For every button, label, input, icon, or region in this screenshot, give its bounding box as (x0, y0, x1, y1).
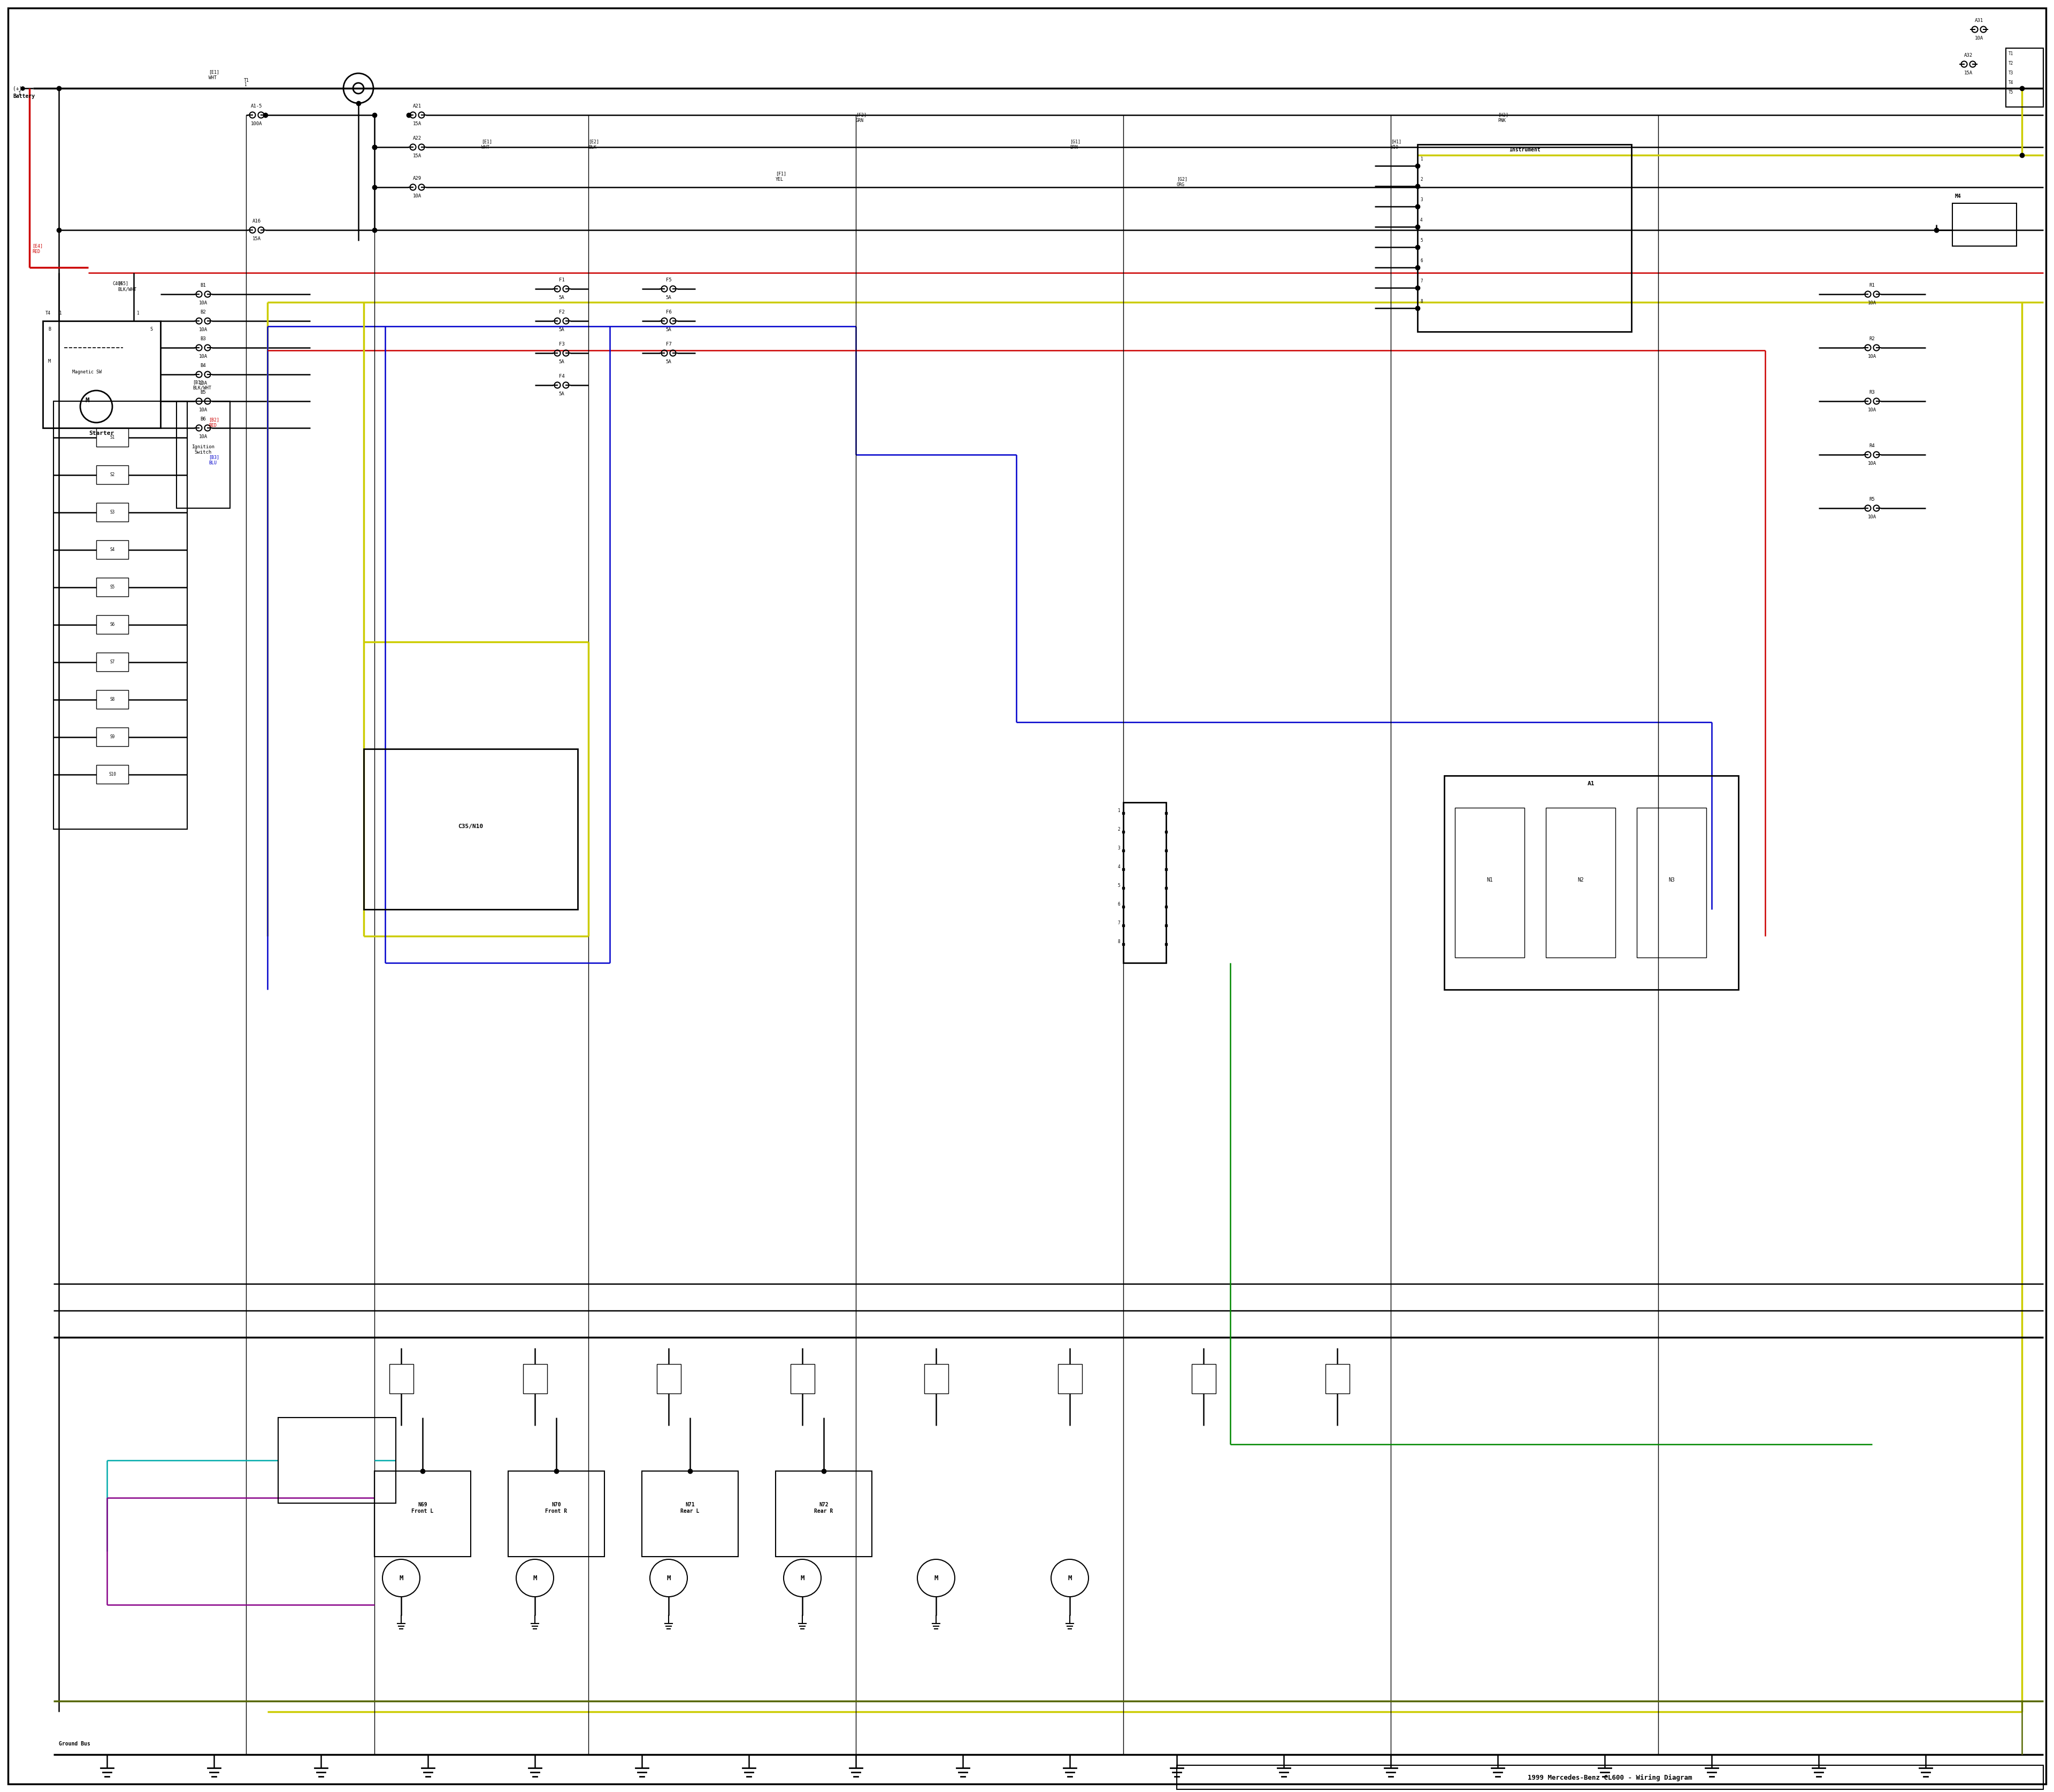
Text: [E4]
RED: [E4] RED (33, 244, 43, 254)
Text: 3: 3 (1117, 846, 1119, 851)
Text: [E1]
WHT: [E1] WHT (210, 70, 220, 81)
Text: 5: 5 (1419, 238, 1423, 244)
Bar (1191, 1364, 1216, 1394)
Bar (1454, 808, 1524, 957)
Text: S9: S9 (109, 735, 115, 740)
Text: R1: R1 (1869, 283, 1875, 289)
Text: 5A: 5A (559, 392, 565, 396)
Text: B5: B5 (201, 391, 205, 394)
Bar (277, 1417, 396, 1503)
Bar (507, 1471, 604, 1557)
Text: [F1]
YEL: [F1] YEL (776, 172, 787, 181)
Text: 15A: 15A (253, 237, 261, 242)
Bar (177, 401, 230, 509)
Text: T1: T1 (244, 79, 249, 82)
Text: B2: B2 (201, 310, 205, 315)
Bar (1177, 1765, 2044, 1790)
Text: 8: 8 (1419, 299, 1423, 305)
Bar (1058, 1364, 1082, 1394)
Text: M: M (532, 1575, 536, 1582)
Text: 10A: 10A (199, 355, 207, 358)
Text: S1: S1 (109, 435, 115, 439)
Bar (97, 652, 127, 672)
Text: 15A: 15A (413, 154, 421, 158)
Bar (1325, 1364, 1349, 1394)
Bar (97, 428, 127, 446)
Text: 7: 7 (1117, 921, 1119, 925)
Bar (924, 1364, 949, 1394)
Text: Battery: Battery (12, 93, 35, 99)
Text: F4: F4 (559, 375, 565, 378)
Text: 1: 1 (244, 82, 246, 88)
Bar (388, 1364, 413, 1394)
Bar (53, 401, 187, 830)
Bar (641, 1471, 737, 1557)
Text: S7: S7 (109, 659, 115, 665)
Bar (43, 321, 160, 428)
Text: C35/N10: C35/N10 (458, 824, 483, 830)
Text: M: M (86, 396, 90, 403)
Text: [B3]
BLU: [B3] BLU (210, 455, 220, 466)
Text: T2: T2 (2009, 61, 2013, 66)
Text: M: M (398, 1575, 403, 1582)
Text: M: M (47, 358, 51, 364)
Bar (97, 539, 127, 559)
Text: 5A: 5A (559, 296, 565, 299)
Text: [F2]
GRN: [F2] GRN (857, 113, 867, 124)
Text: 6: 6 (1117, 901, 1119, 907)
Bar (374, 1471, 470, 1557)
Text: [E5]
BLK/WHT: [E5] BLK/WHT (117, 281, 136, 292)
Text: T3: T3 (2009, 70, 2013, 75)
Text: C406: C406 (113, 281, 123, 287)
Text: 2: 2 (1117, 826, 1119, 831)
Text: 5: 5 (1117, 883, 1119, 889)
Text: 5A: 5A (559, 360, 565, 364)
Text: A1-5: A1-5 (251, 104, 263, 109)
Text: 6: 6 (1419, 258, 1423, 263)
Text: [H1]
VIO: [H1] VIO (1391, 140, 1401, 151)
Text: S3: S3 (109, 509, 115, 514)
Text: N71
Rear L: N71 Rear L (680, 1502, 700, 1514)
Text: [G1]
BRN: [G1] BRN (1070, 140, 1080, 151)
Text: 10A: 10A (1974, 36, 1984, 41)
Text: 10A: 10A (199, 434, 207, 439)
Text: F5: F5 (665, 278, 672, 283)
Text: 10A: 10A (199, 328, 207, 332)
Text: B1: B1 (201, 283, 205, 289)
Text: 10A: 10A (1867, 461, 1877, 466)
Text: F2: F2 (559, 310, 565, 315)
Text: 5A: 5A (665, 328, 672, 332)
Text: M: M (935, 1575, 939, 1582)
Text: 3: 3 (1419, 197, 1423, 202)
Bar (97, 615, 127, 634)
Text: 1: 1 (60, 310, 62, 315)
Bar (97, 466, 127, 484)
Text: Magnetic SW: Magnetic SW (72, 369, 101, 375)
Bar (97, 504, 127, 521)
Text: S8: S8 (109, 697, 115, 702)
Text: B4: B4 (201, 364, 205, 367)
Text: B: B (47, 326, 51, 332)
Text: [B1]
BLK/WHT: [B1] BLK/WHT (193, 380, 212, 391)
Text: 2: 2 (1419, 177, 1423, 181)
Bar (2007, 48, 2044, 108)
Text: 10A: 10A (199, 301, 207, 305)
Text: 1999 Mercedes-Benz CL600 - Wiring Diagram: 1999 Mercedes-Benz CL600 - Wiring Diagra… (1528, 1774, 1692, 1781)
Text: S6: S6 (109, 622, 115, 627)
Text: B6: B6 (201, 418, 205, 421)
Text: A22: A22 (413, 136, 421, 142)
Text: N1: N1 (1487, 878, 1493, 883)
Text: F3: F3 (559, 342, 565, 346)
Text: A21: A21 (413, 104, 421, 109)
Bar (1124, 803, 1167, 962)
Text: 100A: 100A (251, 122, 263, 125)
Text: A16: A16 (253, 219, 261, 224)
Text: [E2]
BLK: [E2] BLK (587, 140, 600, 151)
Text: N72
Rear R: N72 Rear R (813, 1502, 834, 1514)
Text: T4: T4 (2009, 81, 2013, 84)
Text: 10A: 10A (1867, 514, 1877, 520)
Bar (1637, 808, 1707, 957)
Text: 1: 1 (18, 91, 21, 95)
Bar (791, 1364, 813, 1394)
Text: 5A: 5A (559, 328, 565, 332)
